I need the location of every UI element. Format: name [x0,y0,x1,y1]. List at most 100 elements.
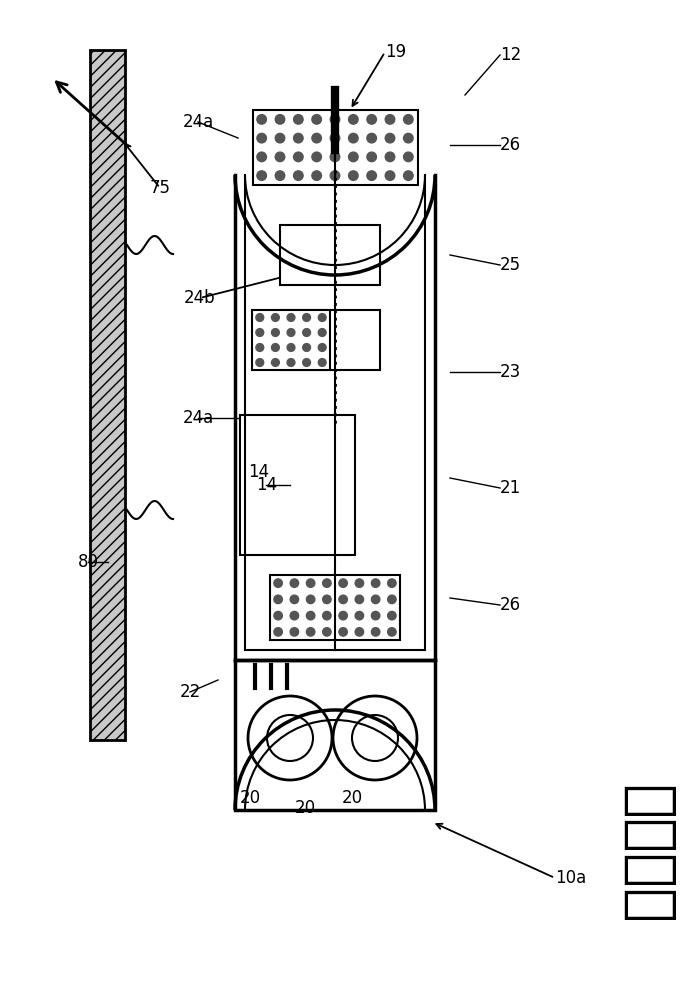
Text: 19: 19 [385,43,406,61]
Circle shape [348,152,358,162]
Text: 12: 12 [500,46,521,64]
Text: 21: 21 [500,479,521,497]
Circle shape [256,314,264,321]
Circle shape [306,595,315,604]
Circle shape [312,133,322,143]
Text: 26: 26 [500,596,521,614]
Circle shape [303,344,311,351]
Circle shape [387,628,396,636]
Circle shape [274,611,283,620]
Circle shape [367,133,376,143]
Bar [90,50,125,740]
Text: 23: 23 [500,363,521,381]
Bar [252,310,330,370]
Circle shape [367,171,376,180]
Circle shape [355,579,364,587]
Bar [240,415,355,555]
Circle shape [367,152,376,162]
Text: 20: 20 [295,799,315,817]
Circle shape [371,595,380,604]
Circle shape [371,628,380,636]
Circle shape [294,152,303,162]
Circle shape [303,329,311,336]
Circle shape [403,171,413,180]
Circle shape [287,344,295,351]
Circle shape [290,628,299,636]
Circle shape [274,595,283,604]
Circle shape [306,611,315,620]
Circle shape [290,579,299,587]
Circle shape [287,359,295,366]
Circle shape [275,115,285,124]
Circle shape [272,344,279,351]
Circle shape [403,152,413,162]
Circle shape [339,628,348,636]
Text: 24a: 24a [182,113,214,131]
Circle shape [256,359,264,366]
Circle shape [256,344,264,351]
Circle shape [339,611,348,620]
Text: 10a: 10a [555,869,586,887]
Text: 25: 25 [500,256,521,274]
Circle shape [290,611,299,620]
Circle shape [367,115,376,124]
Circle shape [371,611,380,620]
Text: 75: 75 [149,179,170,197]
Circle shape [322,628,331,636]
Circle shape [385,171,395,180]
Circle shape [330,133,340,143]
Circle shape [272,314,279,321]
Circle shape [322,579,331,587]
Circle shape [274,628,283,636]
Circle shape [274,579,283,587]
Circle shape [348,115,358,124]
Circle shape [330,115,340,124]
Text: 24a: 24a [182,409,214,427]
Circle shape [371,579,380,587]
Circle shape [330,152,340,162]
Bar [253,110,417,185]
Circle shape [318,359,326,366]
Text: 24b: 24b [184,289,216,307]
Bar [235,660,435,810]
Circle shape [330,171,340,180]
Circle shape [339,579,348,587]
Circle shape [387,579,396,587]
Text: 20: 20 [239,789,260,807]
Circle shape [355,628,364,636]
Circle shape [322,595,331,604]
Circle shape [303,314,311,321]
Circle shape [275,152,285,162]
Circle shape [318,314,326,321]
Circle shape [318,329,326,336]
Circle shape [257,133,267,143]
Circle shape [403,133,413,143]
Circle shape [385,152,395,162]
Text: 14: 14 [256,476,277,494]
Circle shape [306,628,315,636]
Circle shape [387,611,396,620]
Circle shape [272,359,279,366]
Text: 现有技术: 现有技术 [620,785,676,925]
Circle shape [385,115,395,124]
Circle shape [333,696,417,780]
Circle shape [348,171,358,180]
Circle shape [355,611,364,620]
Circle shape [387,595,396,604]
Circle shape [294,171,303,180]
Circle shape [287,329,295,336]
Text: 26: 26 [500,136,521,154]
Circle shape [257,115,267,124]
Circle shape [303,359,311,366]
Circle shape [385,133,395,143]
Circle shape [312,115,322,124]
Circle shape [257,171,267,180]
Circle shape [403,115,413,124]
Circle shape [248,696,332,780]
Bar [280,225,380,285]
Circle shape [294,133,303,143]
Circle shape [290,595,299,604]
Text: 80: 80 [77,553,98,571]
Circle shape [312,171,322,180]
Circle shape [294,115,303,124]
